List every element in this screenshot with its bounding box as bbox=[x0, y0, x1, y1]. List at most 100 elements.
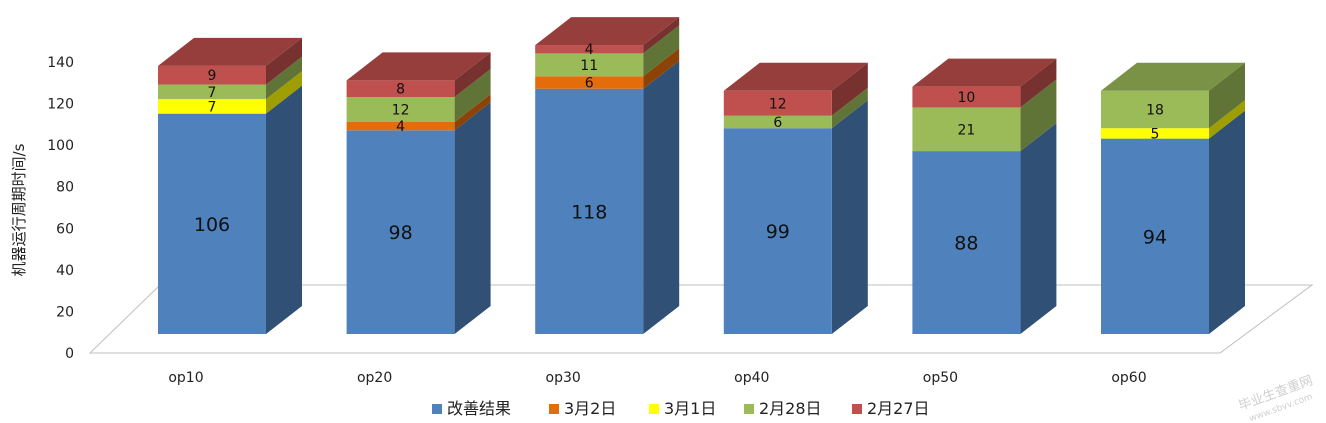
bar-side-op30-0 bbox=[643, 60, 680, 334]
bar-segment-op60-2 bbox=[1101, 128, 1209, 139]
data-label: 11 bbox=[580, 58, 598, 74]
bar-op20 bbox=[346, 52, 491, 334]
x-tick-label: op60 bbox=[1111, 370, 1146, 386]
floor-plane bbox=[88, 284, 1314, 354]
x-tick-label: op20 bbox=[357, 370, 392, 386]
bar-side-op40-0 bbox=[831, 100, 868, 334]
data-label: 4 bbox=[585, 42, 594, 58]
data-label: 118 bbox=[571, 201, 607, 223]
bar-segment-op60-3 bbox=[1101, 90, 1209, 129]
bar-top-op60 bbox=[1101, 62, 1245, 91]
y-axis-label: 机器运行周期时间/s bbox=[10, 143, 28, 276]
data-label: 9 bbox=[208, 68, 217, 84]
bar-side-op50-4 bbox=[1020, 58, 1057, 108]
legend-item: 改善结果 bbox=[432, 399, 511, 418]
y-tick-label: 80 bbox=[56, 180, 74, 196]
legend-swatch bbox=[549, 404, 559, 414]
data-label: 7 bbox=[208, 85, 217, 101]
data-label: 5 bbox=[1151, 126, 1160, 142]
y-tick-label: 40 bbox=[56, 263, 74, 279]
bar-side-op20-0 bbox=[454, 102, 491, 334]
bar-segment-op40-3 bbox=[723, 115, 832, 129]
bar-side-op50-3 bbox=[1020, 79, 1057, 152]
legend-label: 3月1日 bbox=[664, 399, 716, 418]
bar-op50 bbox=[912, 58, 1057, 334]
legend: 改善结果 3月2日 3月1日 2月28日 2月27日 bbox=[432, 399, 930, 418]
legend-item: 2月27日 bbox=[852, 399, 930, 418]
bar-segment-op30-1 bbox=[535, 76, 644, 89]
y-tick-label: 100 bbox=[47, 138, 74, 154]
x-tick-label: op50 bbox=[923, 370, 958, 386]
bar-side-op10-4 bbox=[266, 37, 302, 85]
bar-segment-op40-0 bbox=[723, 128, 832, 334]
bar-top-op10 bbox=[158, 37, 302, 66]
y-axis: 0 20 40 60 80 100 120 140 bbox=[47, 55, 74, 362]
bar-side-op10-2 bbox=[266, 71, 302, 114]
bar-side-op30-3 bbox=[643, 25, 680, 77]
data-label: 18 bbox=[1146, 103, 1164, 119]
data-label: 12 bbox=[769, 96, 787, 112]
bar-side-op30-4 bbox=[643, 17, 680, 54]
bar-segment-op10-4 bbox=[158, 65, 266, 85]
bar-segment-op10-3 bbox=[158, 84, 266, 100]
bar-segment-op30-0 bbox=[535, 88, 644, 334]
bar-op30 bbox=[535, 17, 680, 334]
data-label: 88 bbox=[954, 233, 978, 255]
bar-segment-op50-4 bbox=[912, 86, 1021, 108]
x-tick-label: op40 bbox=[734, 370, 769, 386]
bar-segment-op10-0 bbox=[158, 113, 266, 335]
bar-segment-op10-2 bbox=[158, 99, 266, 114]
bar-segment-op20-3 bbox=[346, 97, 455, 122]
x-axis-categories: op10 op20 op30 op40 op50 op60 bbox=[168, 370, 1146, 386]
y-tick-label: 120 bbox=[47, 97, 74, 113]
x-tick-label: op30 bbox=[546, 370, 581, 386]
data-label: 8 bbox=[396, 82, 405, 98]
legend-label: 2月28日 bbox=[759, 399, 822, 418]
bar-side-op10-3 bbox=[266, 56, 302, 100]
legend-label: 3月2日 bbox=[564, 399, 616, 418]
data-label: 94 bbox=[1143, 226, 1167, 248]
data-label: 6 bbox=[585, 75, 594, 91]
x-tick-label: op10 bbox=[168, 370, 203, 386]
data-label: 7 bbox=[208, 99, 217, 115]
bar-top-op20 bbox=[346, 52, 491, 81]
legend-item: 3月2日 bbox=[549, 399, 616, 418]
bar-side-op40-4 bbox=[831, 62, 868, 116]
y-tick-label: 0 bbox=[65, 346, 74, 362]
bar-op40 bbox=[723, 62, 868, 334]
bar-side-op60-0 bbox=[1209, 110, 1245, 334]
data-label: 106 bbox=[194, 214, 230, 236]
data-label: 98 bbox=[389, 222, 413, 244]
data-label: 12 bbox=[392, 103, 410, 119]
data-label: 6 bbox=[773, 115, 782, 131]
legend-label: 改善结果 bbox=[447, 399, 511, 418]
bar-top-op30 bbox=[535, 17, 680, 46]
data-label: 10 bbox=[957, 90, 975, 106]
legend-swatch bbox=[852, 404, 862, 414]
bar-segment-op30-4 bbox=[535, 45, 644, 54]
bar-side-op10-0 bbox=[266, 85, 302, 335]
legend-swatch bbox=[649, 404, 659, 414]
y-tick-label: 60 bbox=[56, 221, 74, 237]
bar-segment-op30-3 bbox=[535, 53, 644, 77]
legend-item: 3月1日 bbox=[649, 399, 716, 418]
y-tick-label: 20 bbox=[56, 304, 74, 320]
bar-side-op20-1 bbox=[454, 93, 491, 131]
bar-top-op50 bbox=[912, 58, 1057, 87]
legend-swatch bbox=[744, 404, 754, 414]
legend-item: 2月28日 bbox=[744, 399, 822, 418]
bar-side-op40-3 bbox=[831, 87, 868, 129]
bar-segment-op20-0 bbox=[346, 130, 455, 334]
data-label: 21 bbox=[957, 122, 975, 138]
legend-label: 2月27日 bbox=[867, 399, 930, 418]
y-tick-label: 140 bbox=[47, 55, 74, 71]
bar-segment-op50-3 bbox=[912, 107, 1021, 152]
bar-op60 bbox=[1101, 62, 1245, 334]
bar-side-op30-1 bbox=[643, 48, 680, 89]
bar-segment-op20-1 bbox=[346, 121, 455, 131]
bar-side-op60-3 bbox=[1209, 62, 1245, 129]
bar-side-op50-0 bbox=[1020, 123, 1057, 334]
bar-segment-op60-0 bbox=[1101, 138, 1209, 334]
bar-side-op20-4 bbox=[454, 52, 491, 98]
